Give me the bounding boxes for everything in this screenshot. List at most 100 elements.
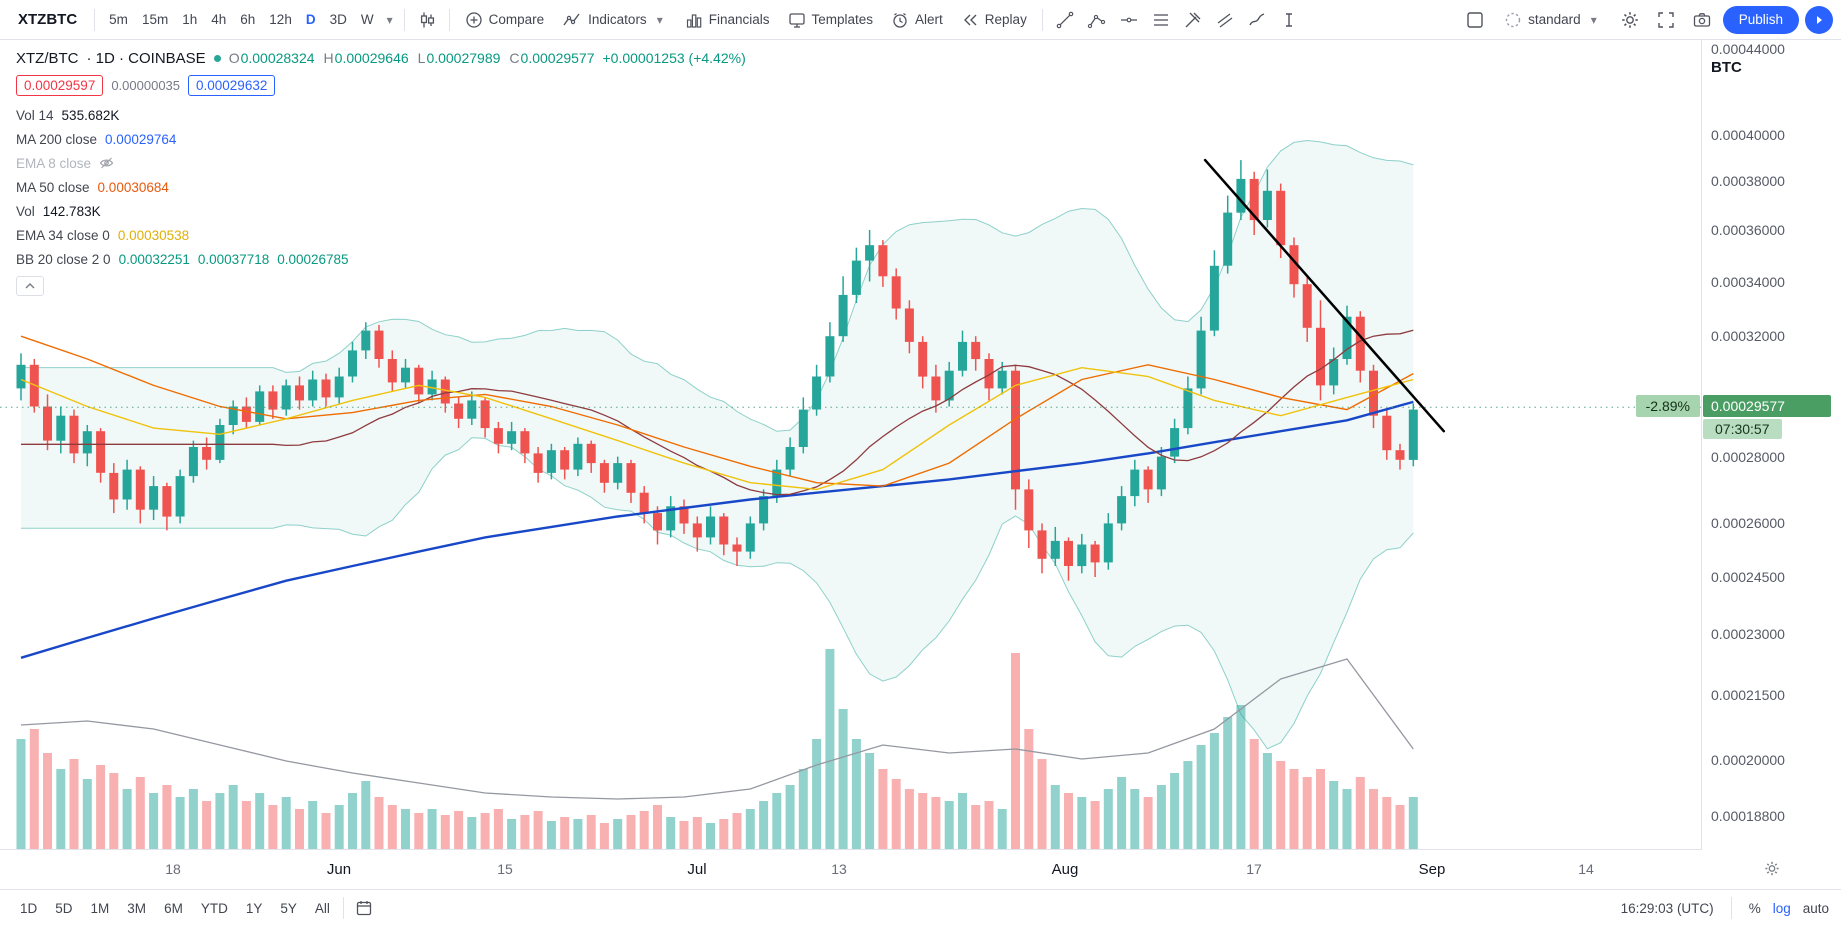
interval-6h[interactable]: 6h [240, 11, 256, 27]
interval-menu-caret[interactable]: ▾ [386, 12, 393, 27]
price-tick: 0.00023000 [1711, 626, 1785, 642]
time-label: Jul [687, 861, 707, 878]
indicator-row[interactable]: Vol 142.783K [16, 199, 746, 223]
indicator-row[interactable]: MA 50 close 0.00030684 [16, 175, 746, 199]
range-all[interactable]: All [314, 900, 330, 916]
time-label: Sep [1418, 861, 1446, 878]
range-5d[interactable]: 5D [55, 900, 73, 916]
horizontal-line-tool-button[interactable] [1114, 6, 1144, 34]
polyline-tool-button[interactable] [1082, 6, 1112, 34]
indicators-icon [563, 13, 580, 25]
price-tick: 0.00026000 [1711, 515, 1785, 532]
percent-scale-button[interactable]: % [1748, 900, 1761, 916]
trend-line-tool-button[interactable] [1050, 6, 1080, 34]
interval-5m[interactable]: 5m [109, 11, 128, 27]
financials-icon [686, 13, 702, 28]
fib-tool-button[interactable] [1146, 6, 1176, 34]
play-icon [1817, 15, 1822, 24]
ask-price-button[interactable]: 0.00029632 [188, 75, 276, 96]
indicator-label: Vol 14 [16, 107, 54, 123]
indicator-row[interactable]: EMA 8 close [16, 151, 746, 175]
publish-button[interactable]: Publish [1722, 5, 1799, 34]
interval-12h[interactable]: 12h [269, 11, 292, 27]
range-6m[interactable]: 6M [164, 900, 183, 916]
compare-button[interactable]: Compare [457, 6, 553, 34]
indicator-row[interactable]: Vol 14 535.682K [16, 103, 746, 127]
symbol-button[interactable]: XTZBTC [18, 11, 78, 28]
gear-icon [1621, 11, 1638, 28]
symbol-legend-row[interactable]: XTZ/BTC · 1D · COINBASE O0.00028324 H0.00… [16, 46, 746, 70]
range-3m[interactable]: 3M [127, 900, 147, 916]
go-to-date-button[interactable] [349, 894, 379, 922]
range-ytd[interactable]: YTD [200, 900, 228, 916]
range-1y[interactable]: 1Y [245, 900, 263, 916]
indicator-label: EMA 34 close 0 [16, 227, 110, 243]
publish-menu-button[interactable] [1805, 5, 1833, 34]
change-value: +0.00001253 (+4.42%) [602, 50, 746, 66]
text-tool-button[interactable] [1274, 6, 1304, 34]
ohlc-values: O0.00028324 H0.00029646 L0.00027989 C0.0002… [229, 50, 595, 66]
bar-countdown: 07:30:57 [1703, 419, 1782, 439]
templates-button[interactable]: Templates [780, 6, 882, 34]
templates-icon [788, 12, 805, 28]
price-axis[interactable]: BTC 0.00029577 07:30:57 0.00044000 0.0004… [1701, 39, 1841, 889]
log-scale-button[interactable]: log [1772, 900, 1791, 916]
replay-icon [963, 14, 977, 25]
ohlc-o: O0.00028324 [228, 50, 315, 66]
layout-select[interactable]: standard ▾ [1496, 6, 1609, 34]
quote-row: 0.00029597 0.00000035 0.00029632 [16, 75, 746, 96]
dotted-circle-icon [1505, 12, 1521, 27]
financials-button[interactable]: Financials [677, 6, 778, 34]
price-tick: 0.00028000 [1711, 448, 1785, 465]
price-tick: 0.00034000 [1711, 273, 1785, 290]
auto-scale-button[interactable]: auto [1802, 900, 1829, 916]
range-1m[interactable]: 1M [90, 900, 110, 916]
price-chart[interactable] [0, 39, 1702, 849]
interval-d[interactable]: D [305, 11, 316, 27]
candle-style-button[interactable] [412, 6, 442, 34]
brush-tool-button[interactable] [1242, 6, 1272, 34]
range-5y[interactable]: 5Y [280, 900, 297, 916]
replay-label: Replay [984, 12, 1027, 27]
pitchfork-icon [1185, 12, 1201, 27]
spread-value: 0.00000035 [111, 78, 181, 93]
templates-label: Templates [811, 12, 874, 27]
indicator-label: EMA 8 close [16, 155, 92, 171]
price-axis-settings-button[interactable] [1763, 860, 1780, 877]
indicators-button[interactable]: Indicators ▾ [554, 6, 675, 34]
interval-15m[interactable]: 15m [141, 11, 169, 27]
indicator-row[interactable]: EMA 34 close 0 0.00030538 [16, 223, 746, 247]
screenshot-button[interactable] [1687, 6, 1717, 34]
interval-group: 5m 15m 1h 4h 6h 12h D 3D W [102, 7, 380, 33]
legend-symbol[interactable]: XTZ/BTC [16, 49, 79, 67]
interval-1h[interactable]: 1h [182, 11, 198, 27]
price-tick: 0.00020000 [1711, 752, 1785, 768]
price-tick: 0.00024500 [1711, 569, 1785, 585]
legend-collapse-button[interactable] [16, 276, 44, 296]
range-1d[interactable]: 1D [20, 900, 38, 916]
indicator-row[interactable]: MA 200 close 0.00029764 [16, 127, 746, 151]
interval-3d[interactable]: 3D [329, 11, 347, 27]
clock-label[interactable]: 16:29:03 (UTC) [1620, 900, 1714, 916]
interval-w[interactable]: W [360, 11, 374, 27]
parallel-channel-tool-button[interactable] [1210, 6, 1240, 34]
bid-price-button[interactable]: 0.00029597 [16, 75, 104, 96]
trend-line-icon [1056, 11, 1074, 28]
interval-4h[interactable]: 4h [211, 11, 227, 27]
layout-name-label: standard [1528, 12, 1581, 27]
time-label: Jun [326, 861, 352, 878]
layout-button[interactable] [1460, 6, 1490, 34]
alert-button[interactable]: Alert [883, 6, 951, 34]
toolbar-separator [342, 897, 344, 919]
fullscreen-button[interactable] [1651, 6, 1681, 34]
ohlc-c: C0.00029577 [509, 50, 595, 66]
time-axis[interactable]: 18 Jun 15 Jul 13 Aug 17 Sep 14 [0, 849, 1702, 890]
price-tick: 0.00036000 [1711, 222, 1785, 238]
pitchfork-tool-button[interactable] [1178, 6, 1208, 34]
settings-button[interactable] [1615, 6, 1645, 34]
replay-button[interactable]: Replay [953, 6, 1035, 34]
toolbar-right-group: standard ▾ [1460, 5, 1833, 34]
indicator-value: 0.00032251 [118, 251, 190, 267]
indicator-row[interactable]: BB 20 close 2 0 0.00032251 0.00037718 0.000… [16, 247, 746, 271]
